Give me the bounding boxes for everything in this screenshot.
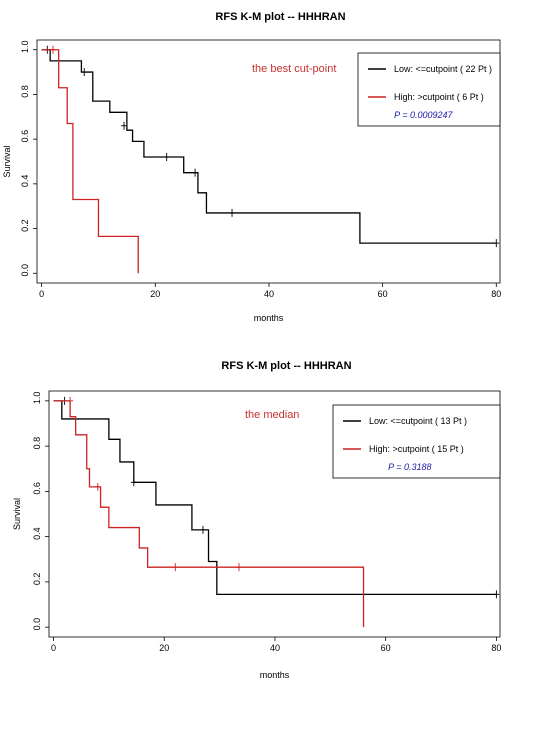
p-value: P = 0.0009247 [394,110,453,120]
y-tick-label: 0.2 [32,573,42,586]
y-tick-label: 0.0 [20,264,30,277]
legend-label: Low: <=cutpoint ( 13 Pt ) [369,416,467,426]
x-tick-label: 60 [378,289,388,299]
legend-box [357,52,501,127]
x-tick-label: 80 [491,289,501,299]
chart-panel-2: RFS K-M plot -- HHHRAN 0 20 40 60 80 0.0 0.2 0.4… [12,360,501,680]
chart-title: RFS K-M plot -- HHHRAN [215,11,345,23]
x-tick-label: 0 [39,289,44,299]
y-axis-label: Survival [2,145,12,177]
legend-label: Low: <=cutpoint ( 22 Pt ) [394,64,492,74]
y-tick-label: 0.4 [32,527,42,540]
y-tick-label: 0.8 [20,85,30,98]
legend: Low: <=cutpoint ( 22 Pt ) High: >cutpoint… [357,52,501,127]
legend-box [332,404,501,479]
y-axis: 0.0 0.2 0.4 0.6 0.8 1.0 [32,392,49,631]
legend-label: High: >cutpoint ( 6 Pt ) [394,92,484,102]
p-value: P = 0.3188 [388,462,431,472]
series-high [41,45,139,274]
chart-panel-1: RFS K-M plot -- HHHRAN 0 20 40 60 80 0.0 0.2 0.4… [2,11,501,323]
y-tick-label: 0.0 [32,618,42,631]
x-tick-label: 40 [270,643,280,653]
chart-annotation: the best cut-point [252,63,336,75]
survival-curve [41,49,139,274]
x-axis: 0 20 40 60 80 [39,283,501,299]
x-tick-label: 20 [159,643,169,653]
survival-curve [53,400,497,595]
x-tick-label: 40 [264,289,274,299]
x-axis-label: months [254,313,284,323]
survival-curve [41,49,497,244]
plot-frame [48,390,501,638]
y-tick-label: 0.4 [20,175,30,188]
series-high [53,396,365,628]
x-tick-label: 60 [381,643,391,653]
y-axis-label: Survival [12,498,22,530]
plot-frame [36,39,501,284]
legend: Low: <=cutpoint ( 13 Pt ) High: >cutpoint… [332,404,501,479]
y-tick-label: 0.6 [20,130,30,143]
x-axis: 0 20 40 60 80 [51,637,501,653]
y-tick-label: 0.6 [32,482,42,495]
chart-title: RFS K-M plot -- HHHRAN [221,360,351,372]
y-tick-label: 1.0 [20,40,30,53]
y-axis: 0.0 0.2 0.4 0.6 0.8 1.0 [20,40,37,277]
x-tick-label: 0 [51,643,56,653]
y-tick-label: 0.2 [20,219,30,232]
x-axis-label: months [260,670,290,680]
survival-curve [53,400,365,628]
chart-annotation: the median [245,409,299,421]
legend-label: High: >cutpoint ( 15 Pt ) [369,444,464,454]
x-tick-label: 20 [150,289,160,299]
y-tick-label: 0.8 [32,437,42,450]
y-tick-label: 1.0 [32,392,42,405]
x-tick-label: 80 [491,643,501,653]
